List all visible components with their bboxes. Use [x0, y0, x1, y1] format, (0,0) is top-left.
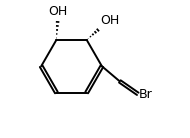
- Text: OH: OH: [48, 5, 67, 18]
- Text: OH: OH: [100, 14, 119, 27]
- Text: Br: Br: [139, 88, 153, 101]
